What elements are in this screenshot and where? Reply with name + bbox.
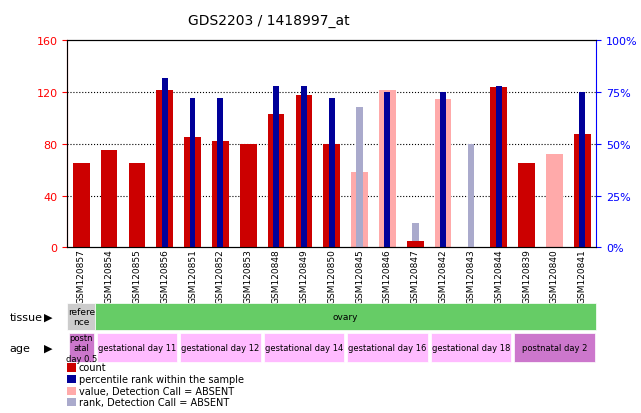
Bar xyxy=(574,134,590,248)
Text: tissue: tissue xyxy=(10,312,42,322)
Bar xyxy=(546,155,563,248)
Text: rank, Detection Call = ABSENT: rank, Detection Call = ABSENT xyxy=(79,397,229,407)
Bar xyxy=(162,78,168,248)
Bar xyxy=(263,333,344,363)
Bar xyxy=(67,375,76,383)
Text: GSM120840: GSM120840 xyxy=(550,249,559,304)
Bar xyxy=(514,333,595,363)
Bar xyxy=(101,151,117,248)
Bar xyxy=(356,107,363,248)
Bar xyxy=(217,99,223,248)
Bar xyxy=(67,363,76,372)
Text: GSM120845: GSM120845 xyxy=(355,249,364,304)
Bar xyxy=(240,145,256,248)
Text: ▶: ▶ xyxy=(44,312,52,322)
Text: refere
nce: refere nce xyxy=(68,307,95,327)
Bar xyxy=(180,333,261,363)
Text: GSM120843: GSM120843 xyxy=(467,249,476,304)
Bar xyxy=(323,145,340,248)
Bar xyxy=(351,173,368,248)
Bar xyxy=(273,87,279,248)
Bar xyxy=(440,93,446,248)
Bar xyxy=(67,304,95,330)
Bar xyxy=(129,164,146,248)
Text: ovary: ovary xyxy=(333,313,358,321)
Text: GSM120848: GSM120848 xyxy=(272,249,281,304)
Text: GSM120839: GSM120839 xyxy=(522,249,531,304)
Text: gestational day 14: gestational day 14 xyxy=(265,344,343,352)
Text: age: age xyxy=(10,343,31,353)
Bar xyxy=(435,100,451,248)
Bar xyxy=(156,90,173,248)
Text: GSM120856: GSM120856 xyxy=(160,249,169,304)
Bar xyxy=(379,90,395,248)
Text: GSM120851: GSM120851 xyxy=(188,249,197,304)
Bar xyxy=(296,95,312,248)
Text: ▶: ▶ xyxy=(44,343,52,353)
Bar xyxy=(412,223,419,248)
Text: GSM120844: GSM120844 xyxy=(494,249,503,304)
Text: GSM120852: GSM120852 xyxy=(216,249,225,304)
Text: GSM120850: GSM120850 xyxy=(327,249,337,304)
Text: value, Detection Call = ABSENT: value, Detection Call = ABSENT xyxy=(79,386,234,396)
Text: gestational day 12: gestational day 12 xyxy=(181,344,260,352)
Text: GSM120857: GSM120857 xyxy=(77,249,86,304)
Text: postn
atal
day 0.5: postn atal day 0.5 xyxy=(65,333,97,363)
Bar xyxy=(490,88,507,248)
Text: GDS2203 / 1418997_at: GDS2203 / 1418997_at xyxy=(188,14,350,28)
Bar xyxy=(73,164,90,248)
Text: gestational day 18: gestational day 18 xyxy=(431,344,510,352)
Text: percentile rank within the sample: percentile rank within the sample xyxy=(79,374,244,384)
Bar xyxy=(97,333,178,363)
Bar xyxy=(495,87,502,248)
Text: GSM120847: GSM120847 xyxy=(411,249,420,304)
Bar xyxy=(69,333,94,363)
Bar xyxy=(301,87,307,248)
Bar xyxy=(347,333,428,363)
Text: GSM120854: GSM120854 xyxy=(104,249,113,304)
Bar xyxy=(190,99,196,248)
Text: postnatal day 2: postnatal day 2 xyxy=(522,344,587,352)
Bar xyxy=(67,387,76,395)
Bar xyxy=(431,333,512,363)
Bar xyxy=(184,138,201,248)
Bar xyxy=(579,93,585,248)
Text: count: count xyxy=(79,363,106,373)
Text: GSM120855: GSM120855 xyxy=(133,249,142,304)
Bar xyxy=(407,241,424,248)
Text: GSM120842: GSM120842 xyxy=(438,249,447,304)
Bar xyxy=(385,93,390,248)
Bar xyxy=(467,145,474,248)
Text: gestational day 16: gestational day 16 xyxy=(348,344,426,352)
Bar xyxy=(212,142,229,248)
Bar xyxy=(268,115,285,248)
Bar xyxy=(518,164,535,248)
Text: GSM120846: GSM120846 xyxy=(383,249,392,304)
Text: GSM120849: GSM120849 xyxy=(299,249,308,304)
Bar xyxy=(329,99,335,248)
Bar xyxy=(67,398,76,406)
Text: GSM120841: GSM120841 xyxy=(578,249,587,304)
Text: gestational day 11: gestational day 11 xyxy=(98,344,176,352)
Text: GSM120853: GSM120853 xyxy=(244,249,253,304)
